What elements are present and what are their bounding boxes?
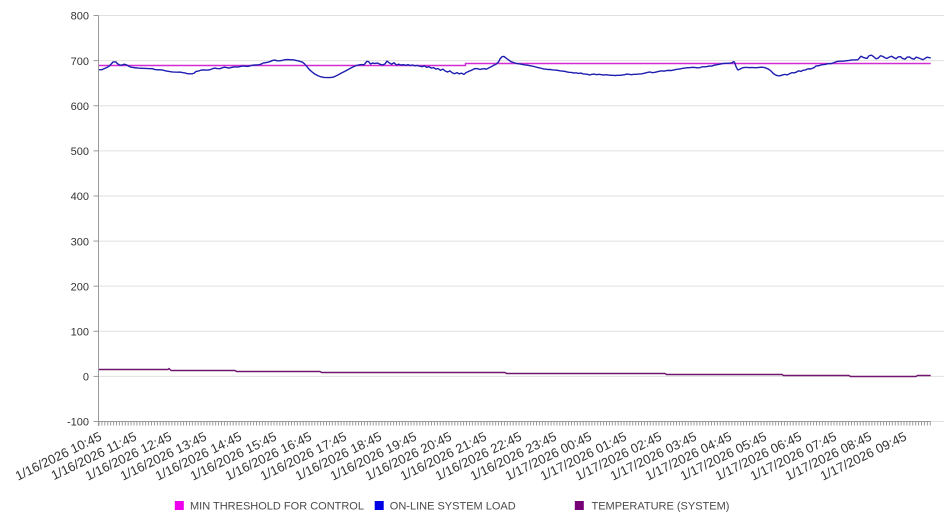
- svg-text:500: 500: [71, 146, 89, 158]
- svg-text:800: 800: [71, 11, 89, 23]
- svg-text:300: 300: [71, 236, 89, 248]
- svg-text:-100: -100: [67, 417, 89, 429]
- svg-text:ON-LINE SYSTEM LOAD: ON-LINE SYSTEM LOAD: [390, 501, 516, 513]
- svg-text:TEMPERATURE (SYSTEM): TEMPERATURE (SYSTEM): [592, 501, 730, 513]
- svg-text:600: 600: [71, 101, 89, 113]
- svg-text:MIN THRESHOLD FOR CONTROL: MIN THRESHOLD FOR CONTROL: [190, 501, 364, 513]
- svg-text:100: 100: [71, 326, 89, 338]
- svg-text:400: 400: [71, 191, 89, 203]
- svg-text:200: 200: [71, 281, 89, 293]
- svg-text:0: 0: [83, 372, 89, 384]
- svg-text:700: 700: [71, 56, 89, 68]
